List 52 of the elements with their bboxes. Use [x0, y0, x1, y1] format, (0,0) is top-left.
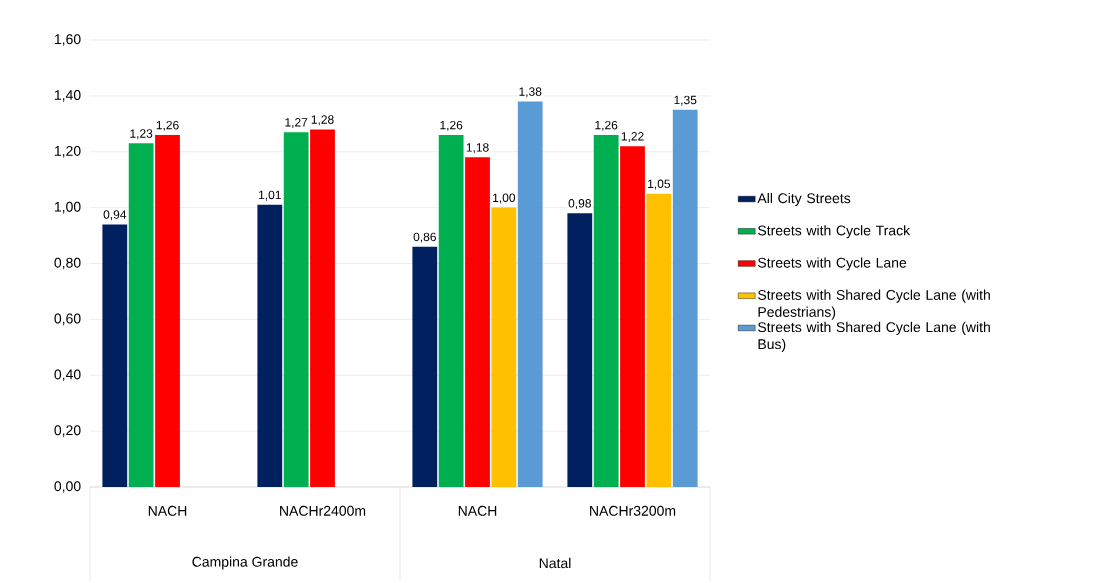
y-tick-label: 1,60	[54, 34, 81, 46]
bar	[102, 224, 128, 487]
data-label: 1,23	[130, 129, 153, 140]
data-label: 1,26	[156, 120, 179, 131]
y-tick-label: 0,00	[54, 481, 81, 493]
bar	[412, 246, 438, 487]
data-label: 1,27	[285, 118, 308, 128]
x-tick-label: NACH	[458, 505, 497, 516]
y-tick-label: 1,40	[54, 90, 81, 102]
bar	[310, 129, 335, 487]
data-label: 1,18	[466, 143, 489, 154]
legend-label: All City Streets	[757, 192, 851, 206]
legend-label: Streets with Shared Cycle Lane (with Bus)	[758, 321, 990, 352]
data-label: 1,26	[440, 120, 463, 131]
legend-label: Streets with Cycle Lane	[758, 257, 907, 271]
data-label: 1,00	[493, 193, 516, 204]
data-label: 1,22	[621, 132, 644, 142]
data-label: 1,28	[311, 115, 334, 126]
data-label: 1,26	[595, 120, 618, 131]
text: Campina Grande	[192, 556, 298, 570]
bar	[620, 146, 645, 487]
y-tick-label: 0,60	[54, 313, 81, 326]
y-tick-label: 0,80	[54, 257, 81, 270]
data-label: 1,35	[674, 95, 697, 106]
bar	[128, 143, 154, 487]
y-tick-label: 0,20	[54, 425, 81, 437]
bar	[465, 157, 490, 487]
x-tick-label: NACHr3200m	[590, 505, 676, 516]
bar	[517, 101, 543, 487]
bar	[155, 134, 180, 487]
data-label: 1,05	[648, 179, 671, 190]
x-tick-label: NACH	[148, 505, 187, 516]
bar	[491, 207, 517, 487]
text: Natal	[539, 557, 571, 569]
x-tick-label: NACHr2400m	[280, 505, 366, 516]
bar	[257, 204, 283, 487]
bar	[567, 213, 593, 487]
data-label: 0,98	[568, 199, 591, 210]
bar	[646, 193, 672, 487]
y-tick-label: 0,40	[54, 369, 81, 382]
bar	[672, 109, 698, 487]
data-label: 0,94	[103, 210, 127, 221]
legend-label: Streets with Shared Cycle Lane (with Pedestrians)	[758, 289, 990, 320]
bar	[438, 134, 464, 487]
bar	[593, 134, 619, 487]
data-label: 0,86	[413, 232, 436, 243]
data-label: 1,38	[519, 87, 542, 98]
data-label: 1,01	[259, 190, 281, 201]
legend-label: Streets with Cycle Track	[758, 225, 911, 239]
bar	[283, 132, 309, 487]
y-tick-label: 1,00	[54, 201, 81, 214]
y-tick-label: 1,20	[54, 145, 81, 158]
